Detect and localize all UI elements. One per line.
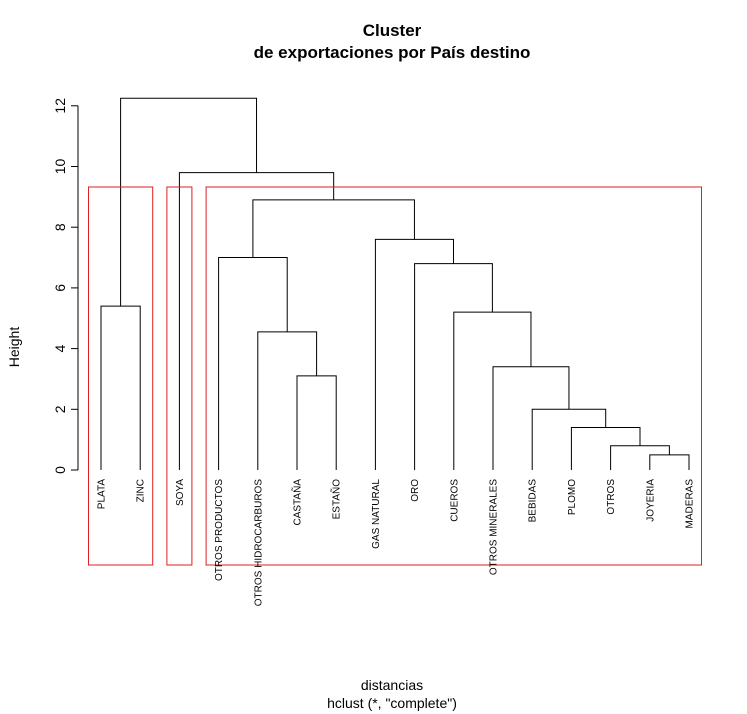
leaf-label: ZINC bbox=[136, 479, 147, 502]
leaf-label: GAS NATURAL bbox=[371, 479, 382, 549]
leaf-label: OTROS PRODUCTOS bbox=[214, 479, 225, 581]
cluster-box bbox=[88, 186, 154, 566]
leaf-label: OTROS MINERALES bbox=[489, 479, 500, 575]
dendrogram-merge bbox=[649, 454, 690, 470]
leaf-label: SOYA bbox=[175, 479, 186, 506]
method-label: hclust (*, "complete") bbox=[327, 695, 457, 711]
leaf-labels: PLATA ZINC SOYA OTROS PRODUCTOS OTROS HIDROC… bbox=[97, 479, 696, 607]
cluster-box bbox=[166, 186, 193, 566]
dendrogram-merge bbox=[120, 97, 258, 307]
dendrogram-merge bbox=[610, 445, 670, 470]
leaf-label: PLOMO bbox=[567, 479, 578, 515]
y-tick-label: 0 bbox=[52, 466, 68, 474]
y-tick-label: 10 bbox=[52, 159, 68, 175]
y-tick-label: 4 bbox=[52, 344, 68, 352]
dendrogram-merge bbox=[492, 366, 570, 470]
leaf-label: CUEROS bbox=[449, 479, 460, 522]
chart-subtitle: de exportaciones por País destino bbox=[254, 43, 531, 62]
dendrogram-merge bbox=[100, 305, 141, 470]
leaf-label: PLATA bbox=[97, 479, 108, 510]
dendrogram-merge bbox=[218, 257, 288, 470]
leaf-label: OTROS bbox=[606, 479, 617, 515]
dendrogram-merge bbox=[257, 331, 318, 470]
dendrogram-merge bbox=[531, 408, 607, 470]
leaf-label: ESTAÑO bbox=[330, 479, 343, 520]
x-axis-label: distancias bbox=[361, 677, 423, 693]
cluster-boxes bbox=[88, 186, 702, 566]
y-tick-label: 8 bbox=[52, 223, 68, 231]
leaf-label: ORO bbox=[410, 479, 421, 502]
y-tick-label: 6 bbox=[52, 284, 68, 292]
dendrogram-merge bbox=[453, 311, 532, 470]
y-axis: 0 2 4 6 8 10 12 bbox=[52, 98, 79, 474]
leaf-label: JOYERIA bbox=[645, 479, 656, 522]
chart-title: Cluster bbox=[363, 21, 422, 40]
y-axis-label: Height bbox=[6, 327, 22, 368]
leaf-label: MADERAS bbox=[685, 479, 696, 529]
cluster-box bbox=[205, 186, 702, 566]
dendrogram-merge bbox=[570, 427, 641, 470]
dendrogram-merge bbox=[252, 199, 415, 258]
leaf-label: BEBIDAS bbox=[528, 479, 539, 523]
dendrogram-merge bbox=[296, 375, 337, 470]
leaf-label: CASTAÑA bbox=[291, 479, 304, 526]
y-tick-label: 12 bbox=[52, 98, 68, 114]
y-tick-label: 2 bbox=[52, 405, 68, 413]
dendrogram-merge bbox=[178, 172, 335, 470]
leaf-label: OTROS HIDROCARBUROS bbox=[253, 479, 264, 607]
dendrogram-tree bbox=[100, 97, 690, 470]
